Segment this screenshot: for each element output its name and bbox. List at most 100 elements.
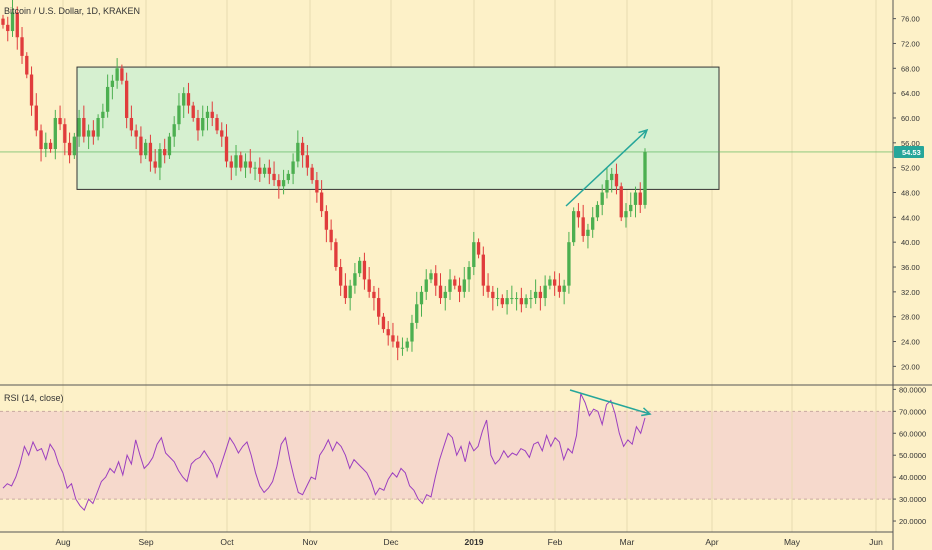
- candle-body: [15, 12, 19, 38]
- candle-body: [39, 130, 43, 150]
- candle-body: [148, 142, 153, 162]
- rsi-divergence-arrow[interactable]: [569, 389, 652, 417]
- candle-body: [581, 217, 585, 236]
- last-price-tag: 54.53: [894, 145, 924, 158]
- price-tick-label: 32.00: [901, 288, 920, 297]
- candle-body: [405, 341, 409, 348]
- candle-body: [538, 291, 543, 299]
- x-tick-label: Dec: [383, 537, 399, 547]
- candle-body: [158, 149, 162, 168]
- rsi-band-guides: [0, 410, 893, 500]
- candle-body: [500, 298, 504, 305]
- candle-body: [557, 285, 562, 292]
- candle-body: [120, 68, 124, 81]
- candle-body: [533, 291, 538, 299]
- rsi-tick-label: 30.0000: [899, 495, 926, 504]
- candle-body: [438, 285, 443, 299]
- candle-body: [6, 24, 10, 32]
- candle-body: [86, 130, 91, 137]
- candle-body: [543, 285, 547, 299]
- candle-body: [201, 117, 205, 131]
- candle-body: [386, 329, 390, 336]
- candle-body: [638, 192, 642, 205]
- price-tick-label: 20.00: [901, 362, 920, 371]
- candle-body: [258, 167, 262, 174]
- candle-body: [20, 37, 24, 56]
- candle-body: [63, 124, 67, 143]
- candle-body: [234, 155, 238, 168]
- candle-body: [239, 155, 243, 168]
- candle-body: [48, 142, 53, 150]
- candle-body: [424, 279, 428, 292]
- candle-body: [186, 93, 191, 106]
- candle-body: [129, 117, 134, 131]
- candle-body: [319, 192, 324, 212]
- candle-body: [281, 180, 286, 187]
- candle-body: [524, 298, 528, 305]
- x-tick-label: Mar: [620, 537, 635, 547]
- candle-body: [605, 180, 609, 193]
- candle-body: [629, 204, 633, 212]
- candle-body: [377, 298, 381, 317]
- candle-body: [348, 285, 352, 299]
- x-tick-label: Apr: [705, 537, 718, 547]
- candle-body: [372, 291, 376, 299]
- candle-body: [72, 136, 76, 156]
- candle-body: [457, 285, 462, 292]
- candle-body: [529, 298, 533, 300]
- candle-body: [229, 161, 233, 168]
- candle-body: [358, 260, 362, 274]
- candle-body: [262, 167, 267, 174]
- price-axis[interactable]: 20.00 24.00 28.00 32.00 36.00 40.00 44.00 48.00…: [893, 15, 920, 372]
- candle-body: [1, 18, 5, 25]
- x-tick-label: May: [784, 537, 801, 547]
- candle-body: [415, 304, 419, 323]
- candle-body: [643, 151, 647, 205]
- trend-arrows[interactable]: [565, 128, 652, 417]
- rsi-tick-label: 40.0000: [899, 473, 926, 482]
- candle-body: [253, 167, 257, 169]
- time-axis[interactable]: Aug Sep Oct Nov Dec 2019 Feb Mar Apr May Jun: [55, 537, 883, 547]
- price-tick-label: 60.00: [901, 114, 920, 123]
- candle-body: [548, 279, 552, 286]
- candle-body: [286, 173, 290, 181]
- candle-body: [77, 117, 81, 137]
- candle-body: [196, 117, 200, 131]
- candle-body: [91, 130, 96, 137]
- candle-body: [486, 285, 490, 292]
- candle-body: [362, 260, 367, 280]
- candle-body: [34, 105, 38, 131]
- candle-body: [248, 161, 252, 168]
- rsi-tick-label: 20.0000: [899, 517, 926, 526]
- rsi-overbought-oversold-band: [0, 411, 893, 500]
- price-trend-arrow[interactable]: [565, 128, 649, 207]
- price-tick-label: 24.00: [901, 338, 920, 347]
- candle-body: [343, 285, 348, 299]
- candle-body: [514, 298, 519, 300]
- last-price-value: 54.53: [902, 148, 921, 157]
- candle-body: [101, 111, 105, 118]
- rsi-tick-label: 80.0000: [899, 385, 926, 394]
- candle-body: [291, 161, 295, 174]
- candle-body: [443, 291, 447, 299]
- candle-body: [82, 117, 86, 137]
- candle-body: [481, 254, 485, 286]
- candle-body: [448, 279, 452, 292]
- candle-body: [572, 211, 576, 243]
- candle-body: [367, 279, 371, 292]
- candle-body: [595, 204, 600, 218]
- candle-body: [144, 142, 148, 156]
- candle-body: [220, 130, 224, 137]
- candle-body: [467, 267, 471, 280]
- candle-body: [429, 273, 433, 280]
- candle-body: [210, 111, 214, 118]
- candle-body: [453, 279, 457, 286]
- candle-body: [600, 192, 604, 205]
- rsi-axis[interactable]: 20.0000 30.0000 40.0000 50.0000 60.0000 70.00…: [893, 385, 926, 526]
- candle-body: [324, 211, 329, 230]
- candle-body: [139, 136, 143, 156]
- candle-body: [353, 273, 357, 286]
- x-tick-label: Aug: [55, 537, 70, 547]
- candle-body: [562, 285, 566, 292]
